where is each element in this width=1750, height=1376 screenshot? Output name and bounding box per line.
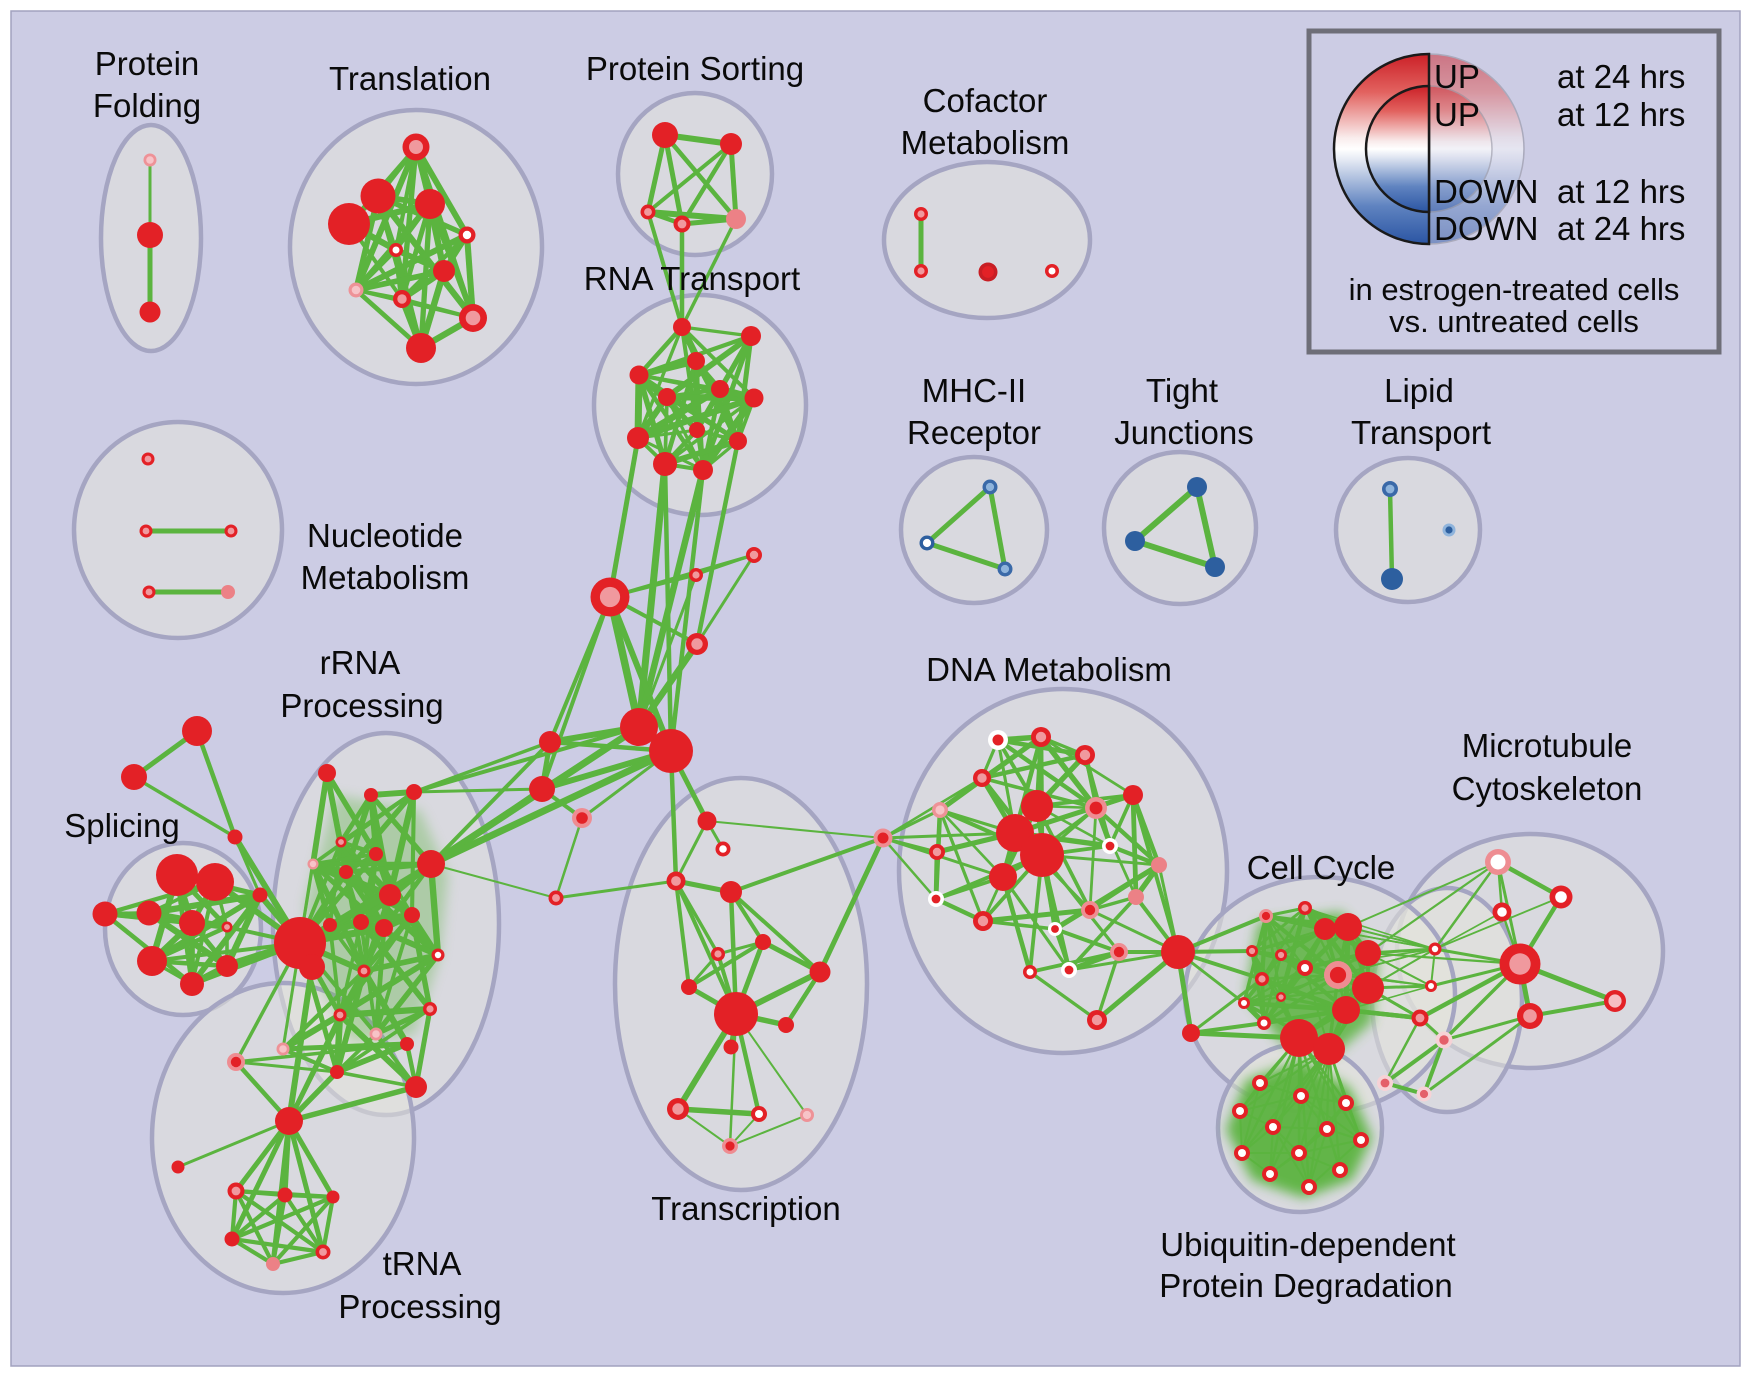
svg-text:UP: UP (1434, 58, 1480, 95)
svg-text:Protein: Protein (95, 45, 200, 82)
svg-text:at 12 hrs: at 12 hrs (1557, 173, 1685, 210)
svg-text:Protein Degradation: Protein Degradation (1159, 1267, 1453, 1304)
svg-text:Nucleotide: Nucleotide (307, 517, 463, 554)
svg-text:Junctions: Junctions (1114, 414, 1253, 451)
svg-text:at 24 hrs: at 24 hrs (1557, 58, 1685, 95)
svg-text:Microtubule: Microtubule (1462, 727, 1633, 764)
svg-text:vs. untreated cells: vs. untreated cells (1389, 304, 1639, 339)
svg-text:Ubiquitin-dependent: Ubiquitin-dependent (1160, 1226, 1455, 1263)
svg-text:in estrogen-treated cells: in estrogen-treated cells (1349, 272, 1680, 307)
svg-text:RNA Transport: RNA Transport (584, 260, 800, 297)
svg-text:Translation: Translation (329, 60, 491, 97)
svg-text:DNA Metabolism: DNA Metabolism (926, 651, 1172, 688)
svg-text:Transcription: Transcription (651, 1190, 841, 1227)
svg-text:Receptor: Receptor (907, 414, 1041, 451)
svg-text:Tight: Tight (1146, 372, 1218, 409)
svg-text:DOWN: DOWN (1434, 173, 1538, 210)
svg-text:Cofactor: Cofactor (923, 82, 1048, 119)
svg-text:UP: UP (1434, 96, 1480, 133)
svg-text:DOWN: DOWN (1434, 210, 1538, 247)
svg-text:Splicing: Splicing (64, 807, 180, 844)
svg-text:at 24 hrs: at 24 hrs (1557, 210, 1685, 247)
svg-text:Cytoskeleton: Cytoskeleton (1452, 770, 1643, 807)
svg-text:Metabolism: Metabolism (901, 124, 1070, 161)
svg-text:Processing: Processing (280, 687, 443, 724)
svg-text:Metabolism: Metabolism (301, 559, 470, 596)
svg-text:Protein Sorting: Protein Sorting (586, 50, 804, 87)
svg-text:MHC-II: MHC-II (922, 372, 1026, 409)
svg-text:Folding: Folding (93, 87, 201, 124)
svg-text:Processing: Processing (338, 1288, 501, 1325)
svg-text:Cell Cycle: Cell Cycle (1247, 849, 1396, 886)
svg-text:tRNA: tRNA (383, 1245, 462, 1282)
svg-text:Transport: Transport (1351, 414, 1491, 451)
svg-text:Lipid: Lipid (1384, 372, 1454, 409)
svg-text:at 12 hrs: at 12 hrs (1557, 96, 1685, 133)
svg-text:rRNA: rRNA (320, 644, 401, 681)
